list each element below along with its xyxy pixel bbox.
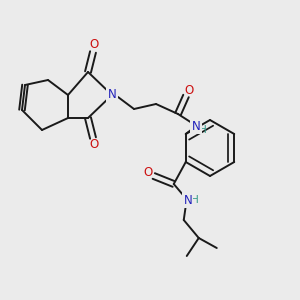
Text: N: N bbox=[192, 119, 200, 133]
Text: H: H bbox=[191, 195, 199, 205]
Text: O: O bbox=[89, 139, 99, 152]
Text: O: O bbox=[143, 167, 152, 179]
Text: N: N bbox=[108, 88, 116, 101]
Text: O: O bbox=[184, 83, 194, 97]
Text: N: N bbox=[183, 194, 192, 206]
Text: O: O bbox=[89, 38, 99, 52]
Text: H: H bbox=[199, 125, 207, 135]
